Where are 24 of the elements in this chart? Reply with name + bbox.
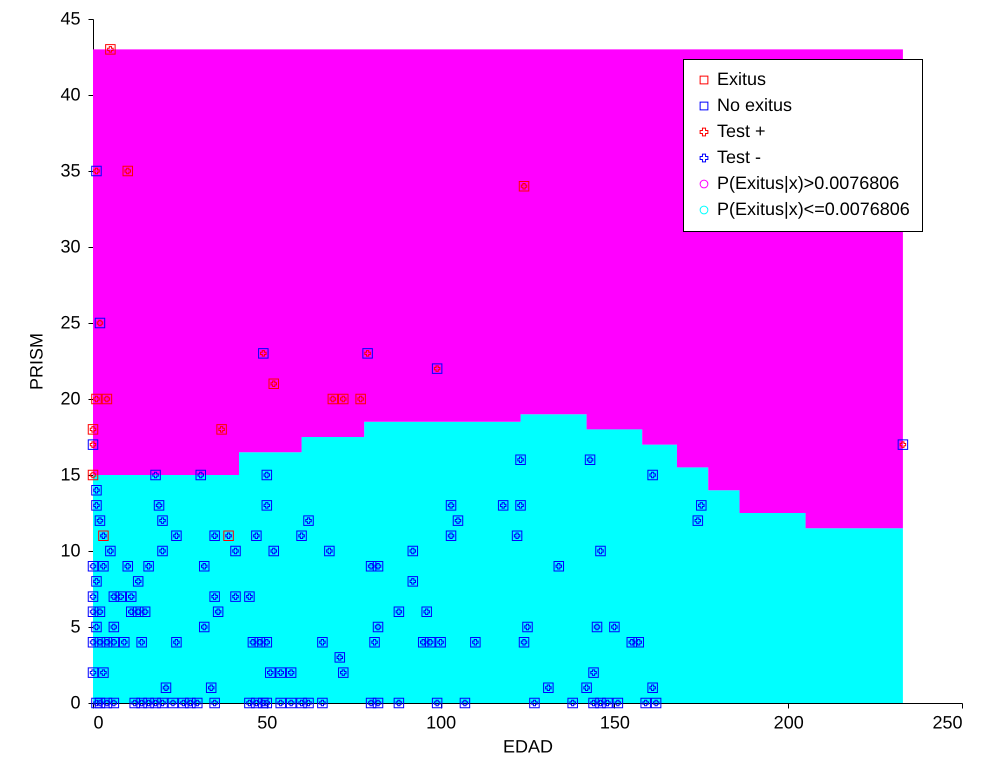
x-axis-title: EDAD xyxy=(502,736,554,756)
x-tick-label: 0 xyxy=(94,712,104,732)
x-tick-label: 200 xyxy=(774,712,804,732)
x-tick-label: 150 xyxy=(600,712,630,732)
y-tick-label: 10 xyxy=(60,540,80,560)
y-tick-label: 0 xyxy=(70,692,80,712)
legend-label: No exitus xyxy=(717,95,792,115)
legend-label: Exitus xyxy=(717,69,766,89)
legend-label: P(Exitus|x)>0.0076806 xyxy=(717,173,900,193)
y-tick-label: 15 xyxy=(60,464,80,484)
y-tick-label: 45 xyxy=(60,8,80,28)
y-tick-label: 25 xyxy=(60,312,80,332)
y-tick-label: 35 xyxy=(60,160,80,180)
legend-label: Test - xyxy=(717,147,762,167)
x-tick-label: 50 xyxy=(257,712,278,732)
y-tick-label: 30 xyxy=(60,236,80,256)
y-tick-label: 5 xyxy=(70,616,80,636)
y-tick-label: 40 xyxy=(60,84,80,104)
legend-label: Test + xyxy=(717,121,766,141)
legend-label: P(Exitus|x)<=0.0076806 xyxy=(717,199,910,219)
x-tick-label: 100 xyxy=(426,712,456,732)
x-tick-label: 250 xyxy=(932,712,962,732)
y-tick-label: 20 xyxy=(60,388,80,408)
y-axis-title: PRISM xyxy=(26,332,46,390)
